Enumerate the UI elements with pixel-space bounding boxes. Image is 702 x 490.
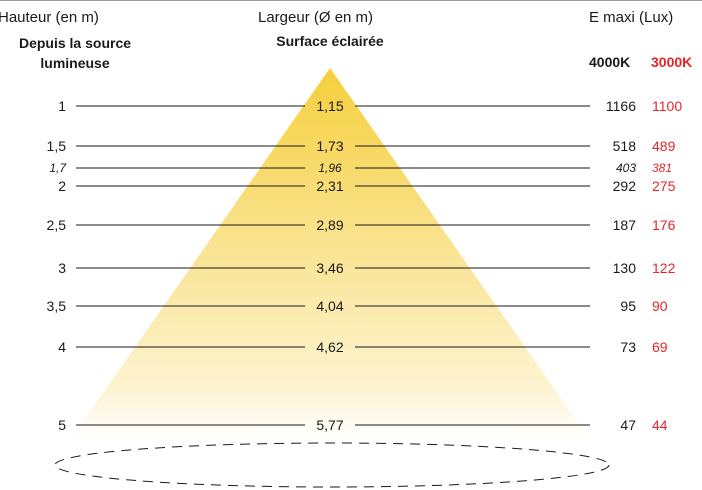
row-lux-4000k: 187: [612, 217, 636, 233]
row-width-label: 4,04: [316, 298, 344, 314]
row-lux-3000k: 90: [652, 298, 668, 314]
width-header: Largeur (Ø en m): [258, 9, 374, 26]
row-width-label: 2,31: [316, 178, 344, 194]
row-height-label: 1,5: [46, 138, 66, 154]
row-lux-3000k: 44: [652, 417, 668, 433]
row-width-label: 2,89: [316, 217, 344, 233]
row-width-label: 5,77: [316, 417, 344, 433]
row-lux-3000k: 1100: [652, 98, 683, 114]
height-subheader: Depuis la source lumineuse: [18, 35, 132, 71]
height-header: Hauteur (en m): [0, 9, 99, 26]
illuminated-area-ellipse: [54, 442, 610, 488]
row-width-label: 4,62: [316, 339, 344, 355]
row-lux-3000k: 69: [652, 339, 668, 355]
row-lux-4000k: 47: [620, 417, 636, 433]
row-width-label: 1,96: [318, 161, 342, 175]
row-lux-4000k: 292: [612, 178, 636, 194]
row-height-label: 2,5: [46, 217, 66, 233]
row-height-label: 3: [58, 260, 66, 276]
row-height-label: 1: [58, 98, 66, 114]
row-width-label: 1,73: [316, 138, 344, 154]
k4000-header: 4000K: [589, 54, 631, 70]
row-width-label: 1,15: [316, 98, 344, 114]
row-lux-4000k: 95: [620, 298, 636, 314]
row-lux-3000k: 381: [652, 161, 673, 175]
row-lux-3000k: 275: [652, 178, 676, 194]
row-width-label: 3,46: [316, 260, 344, 276]
width-subheader: Surface éclairée: [276, 33, 384, 49]
row-lux-4000k: 73: [620, 339, 636, 355]
row-lux-4000k: 518: [612, 138, 636, 154]
light-cone: [70, 68, 590, 440]
row-lux-3000k: 122: [652, 260, 676, 276]
row-lux-3000k: 489: [652, 138, 676, 154]
row-height-label: 5: [58, 417, 66, 433]
k3000-header: 3000K: [651, 54, 693, 70]
row-height-label: 3,5: [46, 298, 66, 314]
row-lux-4000k: 403: [615, 161, 636, 175]
row-height-label: 2: [58, 178, 66, 194]
top-border: [0, 0, 702, 1]
row-lux-3000k: 176: [652, 217, 676, 233]
row-height-label: 1,7: [49, 161, 66, 175]
row-lux-4000k: 1166: [605, 98, 636, 114]
row-lux-4000k: 130: [612, 260, 636, 276]
row-height-label: 4: [58, 339, 66, 355]
lux-header: E maxi (Lux): [589, 9, 674, 26]
